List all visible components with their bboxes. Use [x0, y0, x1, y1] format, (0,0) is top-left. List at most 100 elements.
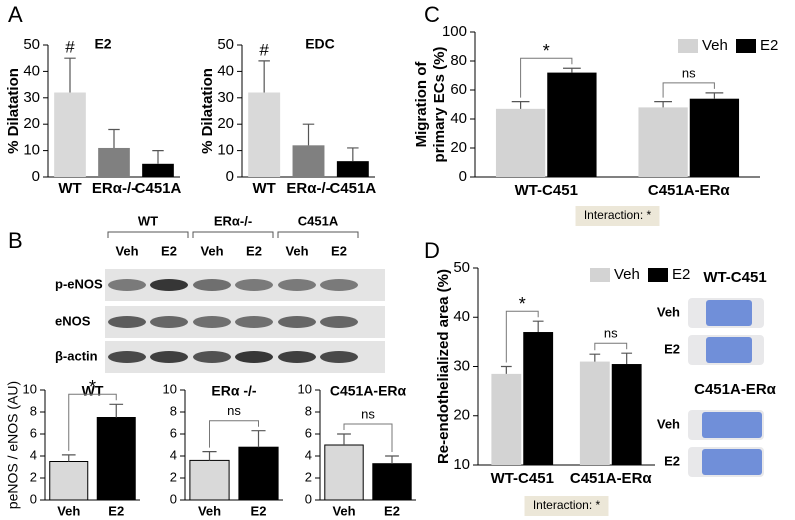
blot-band: [278, 316, 316, 328]
vessel-stain: [702, 412, 762, 438]
legend-label: E2: [672, 266, 690, 283]
bar: [98, 147, 130, 177]
y-tick-label: 8: [30, 403, 37, 418]
error-bar: [337, 433, 351, 445]
y-tick-label: 0: [305, 491, 312, 506]
blot-lane-label: E2: [161, 243, 177, 258]
bar: [491, 373, 522, 465]
x-tick-label: C451A-ERα: [570, 470, 653, 487]
bracket: [662, 82, 715, 98]
y-tick-label: 4: [30, 447, 37, 462]
blot-group-label: ERα-/-: [214, 213, 252, 228]
bar: [49, 461, 89, 501]
bar: [189, 459, 230, 501]
y-tick-label: 2: [30, 469, 37, 484]
y-tick-label: 8: [170, 403, 177, 418]
bar: [292, 145, 325, 177]
y-tick-label: 4: [170, 447, 177, 462]
note-box: [524, 496, 609, 516]
error-bar: [64, 57, 76, 93]
bracket: [68, 393, 117, 451]
y-tick-label: 20: [453, 407, 470, 424]
y-tick-label: 6: [305, 425, 312, 440]
y-tick-label: 20: [23, 115, 40, 132]
y-axis-label: Re-endothelialized area (%): [435, 269, 452, 464]
error-bar: [654, 101, 672, 108]
blot-band: [235, 316, 273, 328]
error-bar: [511, 101, 530, 109]
y-tick-label: 40: [450, 110, 467, 127]
y-tick-label: 0: [32, 168, 40, 185]
bar: [638, 107, 688, 177]
error-bar: [302, 123, 315, 146]
bar: [96, 417, 136, 501]
legend-swatch: [678, 39, 698, 53]
x-tick-label: WT: [58, 180, 81, 197]
annotation: ns: [227, 403, 241, 418]
y-tick-label: 6: [30, 425, 37, 440]
panel-label: D: [424, 238, 440, 263]
legend-swatch: [590, 268, 610, 282]
error-bar: [108, 128, 120, 148]
chart-title: C451A-ERα: [330, 383, 407, 399]
error-bar: [202, 451, 217, 461]
chart-title: EDC: [305, 36, 335, 52]
y-axis-label: peNOS / eNOS (AU): [5, 381, 21, 509]
legend-swatch: [648, 268, 668, 282]
y-tick-label: 50: [217, 36, 234, 53]
blot-band: [108, 351, 146, 363]
image-row-label: E2: [664, 341, 680, 356]
x-tick-label: ERα-/-: [286, 180, 330, 197]
x-tick-label: Veh: [57, 503, 80, 518]
blot-lane-label: E2: [246, 243, 262, 258]
blot-row-label: p-eNOS: [55, 276, 103, 291]
bar: [372, 463, 412, 501]
bar: [611, 364, 642, 465]
y-tick-label: 60: [450, 81, 467, 98]
x-tick-label: C451A: [329, 180, 376, 197]
panel-label: B: [8, 228, 23, 253]
panel-label: C: [424, 2, 440, 27]
error-bar: [385, 455, 399, 464]
bracket: [505, 310, 539, 363]
x-tick-label: E2: [384, 503, 400, 518]
x-tick-label: ERα-/-: [92, 180, 136, 197]
y-tick-label: 80: [450, 52, 467, 69]
annotation: ns: [361, 406, 375, 421]
bar: [238, 446, 279, 501]
bar: [547, 72, 597, 177]
x-tick-label: WT-C451: [515, 182, 578, 199]
y-tick-label: 10: [453, 456, 470, 473]
blot-band: [278, 351, 316, 363]
bracket: [343, 423, 393, 452]
blot-group-label: C451A: [298, 213, 339, 228]
note-box: [575, 206, 660, 226]
bar: [523, 332, 554, 465]
y-axis-label: % Dilatation: [199, 68, 216, 154]
blot-row-label: β-actin: [55, 348, 98, 363]
blot-band: [150, 279, 188, 291]
blot-band: [320, 279, 358, 291]
annotation: *: [543, 41, 550, 61]
blot-band: [320, 351, 358, 363]
x-tick-label: Veh: [332, 503, 355, 518]
x-tick-label: C451A-ERα: [648, 182, 731, 199]
bar: [689, 98, 740, 177]
y-tick-label: 8: [305, 403, 312, 418]
error-bar: [563, 67, 581, 73]
error-bar: [61, 454, 76, 462]
y-tick-label: 10: [23, 381, 37, 396]
image-row-label: Veh: [657, 416, 680, 431]
error-bar: [532, 320, 544, 333]
y-tick-label: 20: [217, 115, 234, 132]
legend-label: Veh: [614, 266, 640, 283]
y-tick-label: 30: [217, 89, 234, 106]
y-tick-label: 2: [170, 469, 177, 484]
bar: [54, 92, 86, 177]
image-group-title: C451A-ERα: [694, 381, 777, 398]
bracket: [209, 420, 259, 448]
bar: [336, 161, 369, 177]
panel-label: A: [8, 2, 23, 27]
y-tick-label: 0: [170, 491, 177, 506]
annotation: #: [65, 38, 75, 57]
